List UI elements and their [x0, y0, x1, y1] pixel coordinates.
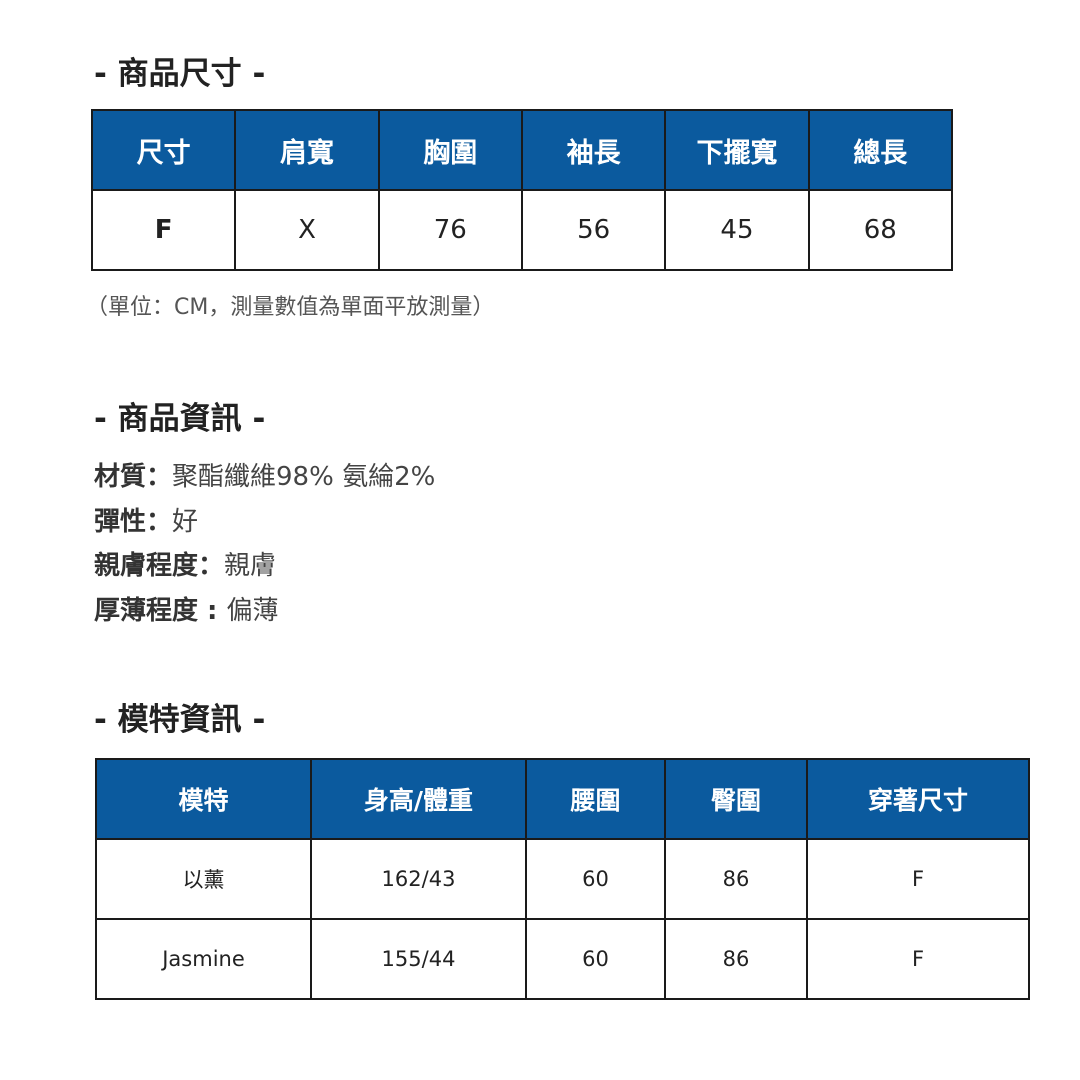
- size-section-title: - 商品尺寸 -: [94, 56, 266, 92]
- info-label: 親膚程度：: [94, 551, 225, 581]
- cell: 60: [525, 918, 666, 1000]
- info-label: 厚薄程度 :: [94, 595, 227, 626]
- size-table: 尺寸 肩寬 胸圍 袖長 下擺寬 總長 F X 76 56 45 68: [90, 109, 954, 271]
- cell: Jasmine: [95, 918, 312, 1000]
- info-label: 彈性：: [94, 506, 173, 537]
- info-value: 聚酯纖維98% 氨綸2%: [172, 462, 436, 492]
- header-cell: 腰圍: [525, 758, 666, 840]
- model-table-header: 模特 身高/體重 腰圍 臀圍 穿著尺寸: [95, 758, 1030, 840]
- header-cell: 模特: [95, 758, 312, 840]
- cell: 45: [664, 189, 810, 271]
- size-cell: F: [90, 189, 237, 271]
- header-cell: 肩寬: [234, 109, 380, 191]
- measurement-note: （單位：CM，測量數值為單面平放測量）: [86, 295, 495, 320]
- info-item-skin-friendly: 親膚程度：親膚: [94, 544, 435, 589]
- cell: X: [234, 189, 380, 271]
- cell: 86: [664, 918, 808, 1000]
- size-table-header: 尺寸 肩寬 胸圍 袖長 下擺寬 總長: [90, 109, 954, 191]
- cell: 以薰: [95, 838, 312, 920]
- header-cell: 尺寸: [90, 109, 237, 191]
- header-cell: 總長: [807, 109, 954, 191]
- table-row: F X 76 56 45 68: [90, 189, 954, 271]
- cell: 60: [525, 838, 666, 920]
- model-section-title: - 模特資訊 -: [94, 702, 266, 738]
- cell: 86: [664, 838, 808, 920]
- info-label: 材質：: [94, 462, 173, 492]
- header-cell: 身高/體重: [310, 758, 527, 840]
- info-value: 偏薄: [226, 595, 279, 626]
- cell: 76: [377, 189, 523, 271]
- info-section-title: - 商品資訊 -: [94, 401, 266, 437]
- cell: 155/44: [310, 918, 527, 1000]
- info-value: 好: [172, 506, 199, 537]
- header-cell: 臀圍: [664, 758, 808, 840]
- cell: F: [806, 838, 1030, 920]
- model-table: 模特 身高/體重 腰圍 臀圍 穿著尺寸 以薰 162/43 60 86 F Ja…: [95, 758, 1030, 1000]
- info-item-material: 材質：聚酯纖維98% 氨綸2%: [94, 455, 435, 500]
- info-item-elasticity: 彈性：好: [94, 500, 435, 545]
- info-item-thickness: 厚薄程度 : 偏薄: [94, 589, 435, 634]
- header-cell: 袖長: [520, 109, 667, 191]
- header-cell: 胸圍: [377, 109, 523, 191]
- table-row: Jasmine 155/44 60 86 F: [95, 918, 1030, 1000]
- header-cell: 穿著尺寸: [806, 758, 1030, 840]
- info-list: 材質：聚酯纖維98% 氨綸2% 彈性：好 親膚程度：親膚 厚薄程度 : 偏薄: [94, 455, 435, 633]
- cell: 68: [807, 189, 954, 271]
- table-row: 以薰 162/43 60 86 F: [95, 838, 1030, 920]
- info-value: 親膚: [224, 551, 277, 581]
- cell: 56: [520, 189, 667, 271]
- cell: 162/43: [310, 838, 527, 920]
- header-cell: 下擺寬: [664, 109, 810, 191]
- cell: F: [806, 918, 1030, 1000]
